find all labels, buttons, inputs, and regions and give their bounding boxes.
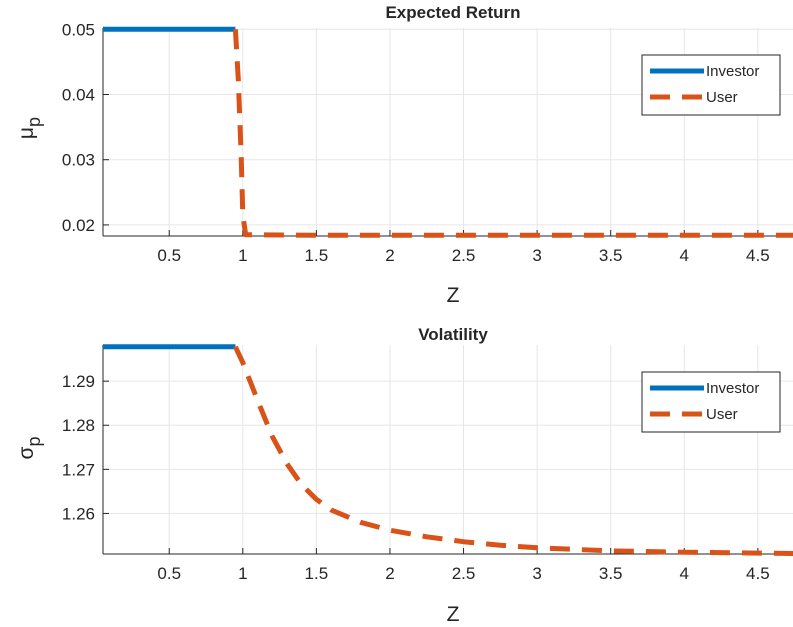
- x-tick-label: 4: [680, 246, 689, 265]
- legend-label-user: User: [706, 89, 738, 106]
- y-axis-label-subscript: p: [24, 117, 44, 127]
- y-tick-label: 1.26: [62, 504, 95, 523]
- chart-title: Volatility: [418, 325, 488, 344]
- y-tick-label: 1.29: [62, 372, 95, 391]
- expected-return-chart: Expected Return Z μp 0.5 1 1.5 2 2.5 3 3.5 4 4.5…: [15, 3, 793, 307]
- y-axis-label: σp: [15, 437, 44, 460]
- x-tick-label: 3: [532, 246, 541, 265]
- legend-label-investor: Investor: [706, 380, 759, 397]
- x-axis-label: Z: [447, 284, 460, 307]
- x-tick-label: 0.5: [157, 246, 181, 265]
- x-tick-label: 1: [238, 246, 247, 265]
- series-line-user: [233, 345, 793, 556]
- x-tick-label: 1: [238, 564, 247, 583]
- x-tick-label: 3.5: [599, 246, 623, 265]
- x-tick-label: 4: [680, 564, 689, 583]
- x-tick-label: 3.5: [599, 564, 623, 583]
- series-lines: [103, 344, 793, 556]
- x-tick-label: 3: [532, 564, 541, 583]
- legend-box: [641, 54, 781, 116]
- legend-box: [641, 371, 781, 433]
- legend: Investor User: [641, 371, 781, 433]
- y-tick-label: 0.04: [62, 86, 95, 105]
- x-tick-label: 4.5: [746, 564, 770, 583]
- series-lines: [103, 26, 793, 238]
- axes: 0.5 1 1.5 2 2.5 3 3.5 4 4.5 0.02 0.03 0.04 0.05: [62, 20, 793, 265]
- x-axis-label: Z: [447, 603, 460, 626]
- y-tick-label: 0.05: [62, 20, 95, 39]
- x-tick-label: 1.5: [305, 564, 329, 583]
- x-tick-label: 2.5: [452, 246, 476, 265]
- x-tick-label: 1.5: [305, 246, 329, 265]
- x-tick-label: 2: [385, 564, 394, 583]
- legend: Investor User: [641, 54, 781, 116]
- y-axis-label: μp: [15, 117, 44, 139]
- y-tick-label: 0.03: [62, 151, 95, 170]
- y-axis-label-symbol: μ: [15, 127, 38, 139]
- x-tick-label: 4.5: [746, 246, 770, 265]
- x-tick-label: 2: [385, 246, 394, 265]
- y-tick-label: 0.02: [62, 216, 95, 235]
- axes: 0.5 1 1.5 2 2.5 3 3.5 4 4.5 1.26 1.27 1.28 1.29: [62, 345, 793, 583]
- volatility-chart: Volatility Z σp 0.5 1 1.5 2 2.5 3 3.5 4 4.5 1.26 1…: [15, 325, 793, 626]
- series-line-user: [232, 29, 793, 238]
- y-tick-label: 1.28: [62, 416, 95, 435]
- chart-title: Expected Return: [385, 3, 520, 22]
- y-axis-label-subscript: p: [24, 437, 44, 447]
- x-tick-label: 2.5: [452, 564, 476, 583]
- legend-label-investor: Investor: [706, 63, 759, 80]
- y-tick-label: 1.27: [62, 460, 95, 479]
- y-axis-label-symbol: σ: [15, 446, 38, 459]
- legend-label-user: User: [706, 406, 738, 423]
- x-tick-label: 0.5: [157, 564, 181, 583]
